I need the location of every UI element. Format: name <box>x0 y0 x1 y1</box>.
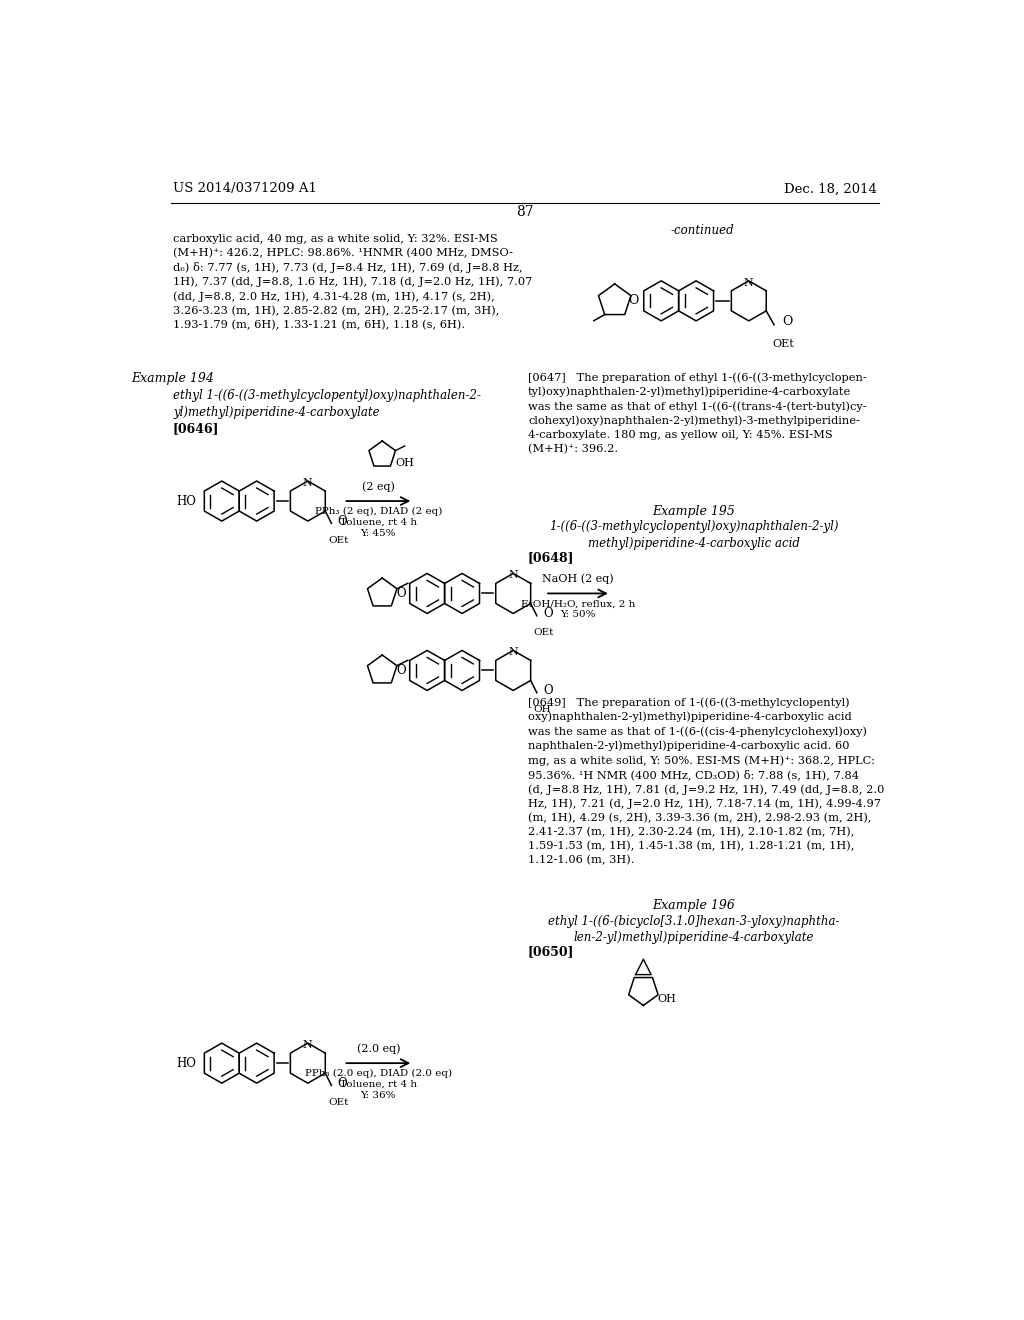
Text: Toluene, rt 4 h: Toluene, rt 4 h <box>340 517 417 527</box>
Text: 1-((6-((3-methylcyclopentyl)oxy)naphthalen-2-yl)
methyl)piperidine-4-carboxylic : 1-((6-((3-methylcyclopentyl)oxy)naphthal… <box>549 520 839 550</box>
Text: ethyl 1-((6-(bicyclo[3.1.0]hexan-3-yloxy)naphtha-
len-2-yl)methyl)piperidine-4-c: ethyl 1-((6-(bicyclo[3.1.0]hexan-3-yloxy… <box>548 915 840 944</box>
Text: O: O <box>396 664 406 677</box>
Text: Y: 50%: Y: 50% <box>560 610 596 619</box>
Text: PPh₃ (2 eq), DIAD (2 eq): PPh₃ (2 eq), DIAD (2 eq) <box>314 507 442 516</box>
Text: O: O <box>628 294 639 308</box>
Text: Example 196: Example 196 <box>652 899 735 912</box>
Text: [0647]   The preparation of ethyl 1-((6-((3-methylcyclopen-
tyl)oxy)naphthalen-2: [0647] The preparation of ethyl 1-((6-((… <box>528 372 866 454</box>
Text: PPh₃ (2.0 eq), DIAD (2.0 eq): PPh₃ (2.0 eq), DIAD (2.0 eq) <box>305 1069 452 1078</box>
Text: Y: 45%: Y: 45% <box>360 529 396 537</box>
Text: OEt: OEt <box>329 536 349 545</box>
Text: OEt: OEt <box>534 628 554 638</box>
Text: [0649]   The preparation of 1-((6-((3-methylcyclopentyl)
oxy)naphthalen-2-yl)met: [0649] The preparation of 1-((6-((3-meth… <box>528 697 885 866</box>
Text: (2.0 eq): (2.0 eq) <box>356 1043 400 1053</box>
Text: NaOH (2 eq): NaOH (2 eq) <box>542 574 613 585</box>
Text: N: N <box>508 647 518 657</box>
Text: EtOH/H₂O, reflux, 2 h: EtOH/H₂O, reflux, 2 h <box>521 599 635 609</box>
Text: Y: 36%: Y: 36% <box>360 1090 396 1100</box>
Text: OH: OH <box>657 994 676 1005</box>
Text: O: O <box>396 587 406 601</box>
Text: [0646]: [0646] <box>173 422 219 434</box>
Text: O: O <box>338 515 347 528</box>
Text: ethyl 1-((6-((3-methylcyclopentyl)oxy)naphthalen-2-
yl)methyl)piperidine-4-carbo: ethyl 1-((6-((3-methylcyclopentyl)oxy)na… <box>173 389 481 418</box>
Text: O: O <box>781 315 793 329</box>
Text: O: O <box>338 1077 347 1090</box>
Text: -continued: -continued <box>671 224 734 236</box>
Text: Toluene, rt 4 h: Toluene, rt 4 h <box>340 1080 417 1089</box>
Text: N: N <box>743 277 754 288</box>
Text: [0650]: [0650] <box>528 945 574 958</box>
Text: OEt: OEt <box>772 339 795 348</box>
Text: O: O <box>543 607 553 620</box>
Text: carboxylic acid, 40 mg, as a white solid, Y: 32%. ESI-MS
(M+H)⁺: 426.2, HPLC: 98: carboxylic acid, 40 mg, as a white solid… <box>173 234 532 330</box>
Text: 87: 87 <box>516 205 534 219</box>
Text: (2 eq): (2 eq) <box>361 482 395 492</box>
Text: N: N <box>508 570 518 581</box>
Text: [0648]: [0648] <box>528 552 574 564</box>
Text: OH: OH <box>395 458 414 469</box>
Text: Example 194: Example 194 <box>131 372 214 385</box>
Text: HO: HO <box>176 495 196 508</box>
Text: O: O <box>543 684 553 697</box>
Text: HO: HO <box>176 1056 196 1069</box>
Text: US 2014/0371209 A1: US 2014/0371209 A1 <box>173 182 316 195</box>
Text: Example 195: Example 195 <box>652 506 735 517</box>
Text: OEt: OEt <box>329 1098 349 1106</box>
Text: Dec. 18, 2014: Dec. 18, 2014 <box>783 182 877 195</box>
Text: OH: OH <box>534 705 551 714</box>
Text: N: N <box>303 478 312 488</box>
Text: N: N <box>303 1040 312 1051</box>
